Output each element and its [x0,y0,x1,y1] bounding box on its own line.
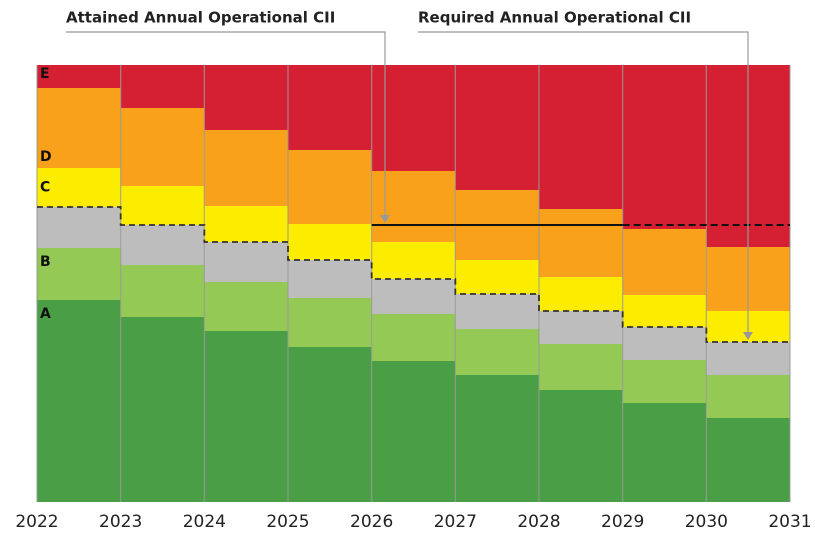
band-segment [706,375,790,418]
band-segment [204,282,288,331]
annotation: Required Annual Operational CII [418,9,691,27]
band-segment [120,317,205,502]
band-segment [288,224,372,260]
band-segment [204,65,288,130]
band-segment [539,344,623,390]
x-tick-label: 2025 [266,512,309,532]
band-segment [622,65,707,229]
required-line [37,206,790,343]
band-segment [539,65,623,209]
band-segment [288,260,372,298]
arrow-head [743,332,753,340]
band-segment [120,65,205,108]
x-tick-label: 2022 [15,512,58,532]
band-segment [455,260,539,294]
annotation: Attained Annual Operational CII [66,9,335,27]
band-segment [37,248,121,300]
band-segment [120,225,205,265]
band-segment [622,295,707,327]
band-segment [371,65,456,171]
band-segment [288,65,372,150]
band-segment [706,418,790,502]
band-segment [371,242,456,279]
band-segment [539,209,623,277]
band-label: C [40,180,50,196]
x-tick-label: 2027 [434,512,477,532]
x-tick-label: 2030 [685,512,728,532]
band-segment [204,130,288,206]
band-segment [455,294,539,329]
band-segment [371,171,456,242]
band-segment [539,390,623,502]
x-tick-label: 2024 [183,512,226,532]
band-segment [622,403,707,502]
band-label: D [40,149,52,165]
band-segment [371,314,456,361]
band-segment [288,298,372,347]
band-label: B [40,254,51,270]
x-tick-label: 2028 [517,512,560,532]
band-segment [622,360,707,403]
x-tick-label: 2029 [601,512,644,532]
band-segment [371,361,456,502]
band-segment [622,229,707,295]
band-segment [539,277,623,311]
band-segment [455,65,539,190]
band-segment [37,300,121,502]
band-segment [204,331,288,502]
band-segment [288,347,372,502]
band-segment [371,279,456,314]
annotation-leader [418,31,749,336]
annotation-leader [66,31,386,219]
band-segment [204,242,288,282]
band-segment [706,342,790,375]
band-segment [37,168,121,207]
x-tick-label: 2031 [768,512,811,532]
band-label: E [40,66,50,82]
band-segment [37,207,121,248]
band-segment [622,327,707,360]
x-tick-label: 2023 [99,512,142,532]
band-segment [37,88,121,168]
band-label: A [40,306,51,322]
band-segment [455,375,539,502]
band-segment [120,265,205,317]
band-segment [539,311,623,344]
band-segment [120,186,205,225]
band-segment [120,108,205,186]
band-segment [204,206,288,242]
arrow-head [380,215,390,223]
band-segment [455,329,539,375]
band-segment [37,65,121,88]
x-tick-label: 2026 [350,512,393,532]
band-segment [288,150,372,224]
